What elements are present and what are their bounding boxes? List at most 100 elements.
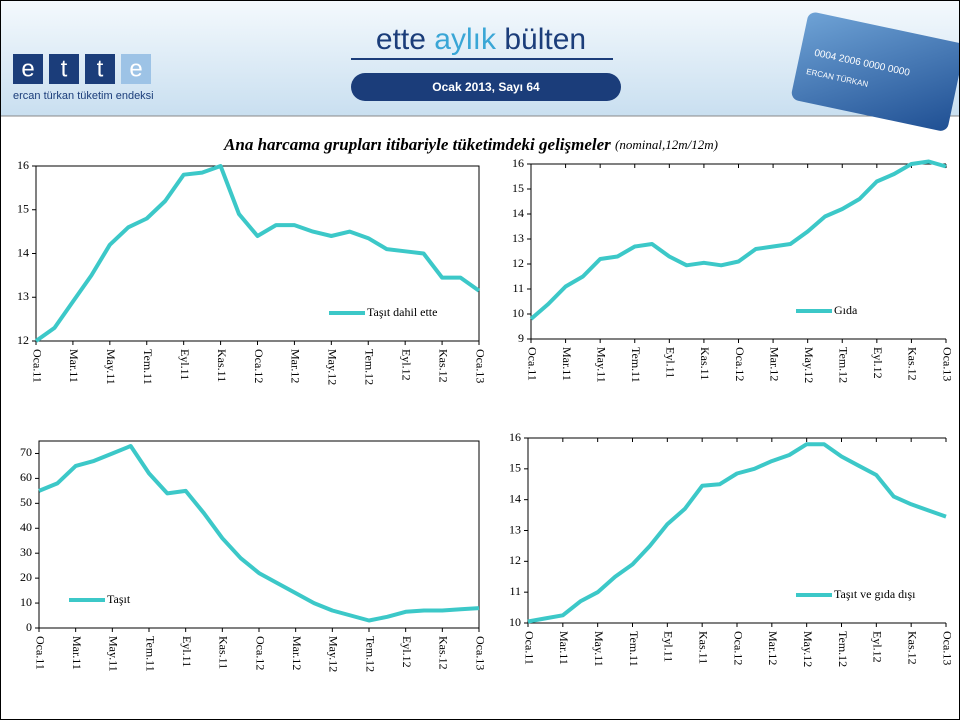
x-tick-label: Oca.11 <box>522 631 536 665</box>
x-tick-label: Mar.11 <box>560 347 574 381</box>
legend-label: Taşıt <box>107 592 131 606</box>
y-tick-label: 10 <box>509 615 521 629</box>
y-tick-label: 16 <box>509 430 521 444</box>
data-line <box>529 159 947 321</box>
x-tick-label: Eyl.12 <box>871 631 885 663</box>
y-tick-label: 10 <box>20 595 32 609</box>
x-tick-label: May.11 <box>107 636 121 672</box>
x-tick-label: Kas.12 <box>436 349 450 383</box>
x-tick-label: Tem.11 <box>629 347 643 383</box>
x-tick-label: Kas.12 <box>437 636 451 670</box>
y-tick-label: 14 <box>509 491 521 505</box>
x-tick-label: Mar.12 <box>767 347 781 381</box>
y-tick-label: 16 <box>512 156 524 170</box>
x-tick-label: Tem.11 <box>141 349 155 385</box>
x-tick-label: Oca.11 <box>33 636 47 670</box>
y-tick-label: 70 <box>20 445 32 459</box>
y-tick-label: 30 <box>20 545 32 559</box>
x-tick-label: Eyl.11 <box>180 636 194 667</box>
y-tick-label: 14 <box>512 206 524 220</box>
x-tick-label: Kas.12 <box>906 347 920 381</box>
x-tick-label: Oca.13 <box>940 347 954 381</box>
x-tick-label: Oca.12 <box>252 349 266 383</box>
x-tick-label: Eyl.12 <box>400 636 414 668</box>
x-tick-label: Oca.13 <box>473 349 487 383</box>
issue-pill <box>351 73 621 101</box>
bulletin-title: ette aylık bülten <box>376 23 586 56</box>
logo-box <box>85 54 115 84</box>
logo: e t t e ercan türkan tüketim endeksi <box>13 54 154 102</box>
y-tick-label: 12 <box>509 553 521 567</box>
x-tick-label: Mar.11 <box>70 636 84 670</box>
main-title-text: Ana harcama grupları itibariyle tüketimd… <box>223 135 611 154</box>
y-tick-label: 40 <box>20 520 32 534</box>
x-tick-label: Tem.12 <box>837 347 851 383</box>
y-tick-label: 60 <box>20 470 32 484</box>
x-tick-label: Oca.11 <box>30 349 44 383</box>
x-tick-label: Oca.11 <box>525 347 539 381</box>
x-tick-label: May.11 <box>104 349 118 385</box>
y-tick-label: 50 <box>20 495 32 509</box>
card-image: 0004 2006 0000 0000 ERCAN TÜRKAN <box>791 12 960 131</box>
x-tick-label: May.12 <box>801 631 815 667</box>
charts: 12 13 14 15 16 Oca.11 Mar.11 May.11 Tem.11 Eyl.11… <box>17 156 954 672</box>
x-tick-label: Eyl.12 <box>399 349 413 381</box>
x-tick-label: Tem.12 <box>363 349 377 385</box>
x-tick-label: Oca.12 <box>253 636 267 670</box>
title-part: ette <box>376 23 426 56</box>
x-tick-label: Eyl.12 <box>871 347 885 379</box>
x-tick-label: Kas.12 <box>905 631 919 665</box>
y-tick-label: 15 <box>512 181 524 195</box>
x-tick-label: Oca.12 <box>731 631 745 665</box>
logo-letter: t <box>97 55 104 82</box>
legend-label: Gıda <box>834 303 858 317</box>
data-line <box>527 442 947 624</box>
x-tick-label: Oca.13 <box>473 636 487 670</box>
y-tick-label: 14 <box>17 245 29 259</box>
x-tick-label: Tem.12 <box>363 636 377 672</box>
x-tick-label: Tem.11 <box>627 631 641 667</box>
y-tick-label: 20 <box>20 570 32 584</box>
logo-letter: t <box>61 55 68 82</box>
x-tick-label: Mar.12 <box>766 631 780 665</box>
y-tick-label: 11 <box>509 584 521 598</box>
issue: Ocak 2013, Sayı 64 <box>432 80 540 94</box>
data-line <box>38 444 480 623</box>
x-tick-label: Eyl.11 <box>664 347 678 378</box>
x-tick-label: May.12 <box>802 347 816 383</box>
logo-letter: e <box>21 55 34 82</box>
x-tick-label: Eyl.11 <box>178 349 192 380</box>
x-tick-label: Kas.11 <box>215 349 229 382</box>
main-subtitle: (nominal,12m/12m) <box>615 137 718 152</box>
x-tick-label: Kas.11 <box>698 347 712 380</box>
logo-box <box>49 54 79 84</box>
title-part: aylık <box>434 23 497 56</box>
data-line <box>34 164 481 343</box>
y-tick-label: 15 <box>17 202 29 216</box>
x-tick-label: Oca.12 <box>733 347 747 381</box>
y-tick-label: 13 <box>512 231 524 245</box>
logo-letter: e <box>129 55 142 82</box>
y-tick-label: 10 <box>512 306 524 320</box>
legend-label: Taşıt dahil ette <box>367 305 437 319</box>
y-tick-label: 12 <box>512 256 524 270</box>
x-tick-label: Mar.12 <box>289 349 303 383</box>
y-tick-label: 11 <box>512 281 524 295</box>
y-tick-label: 16 <box>17 158 29 172</box>
card <box>791 12 960 131</box>
y-tick-label: 13 <box>17 289 29 303</box>
x-tick-label: Mar.11 <box>67 349 81 383</box>
y-tick-label: 9 <box>518 331 524 345</box>
x-tick-label: May.11 <box>594 347 608 383</box>
x-tick-label: May.12 <box>326 349 340 385</box>
x-tick-label: Kas.11 <box>217 636 231 669</box>
y-tick-label: 13 <box>509 522 521 536</box>
x-tick-label: Mar.12 <box>290 636 304 670</box>
legend-label: Taşıt ve gıda dışı <box>834 587 916 601</box>
logo-box <box>13 54 43 84</box>
x-tick-label: Tem.11 <box>143 636 157 672</box>
x-tick-label: Mar.11 <box>557 631 571 665</box>
main-title: Ana harcama grupları itibariyle tüketimd… <box>223 135 718 154</box>
